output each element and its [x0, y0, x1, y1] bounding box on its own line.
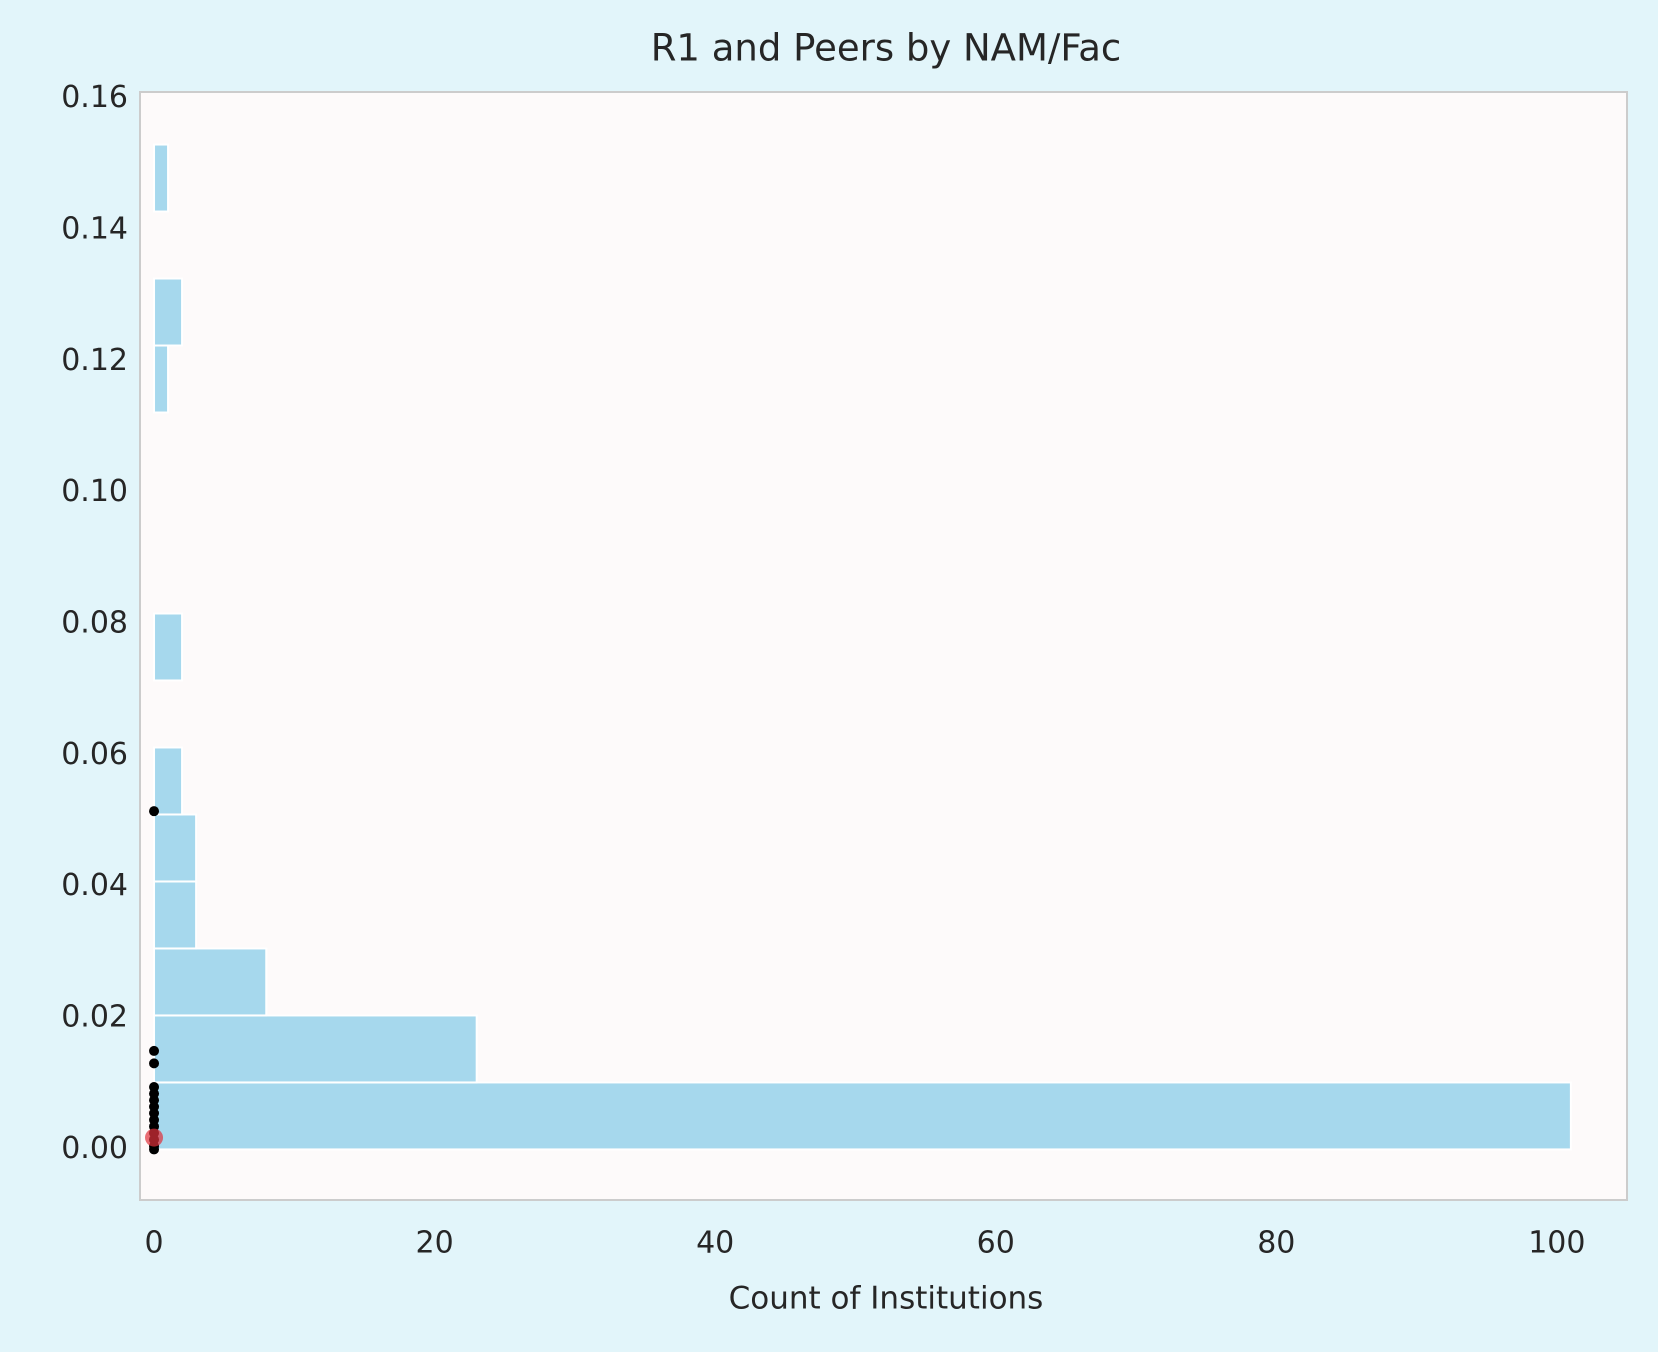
y-tick-label: 0.00 [61, 1131, 128, 1166]
x-tick-label: 0 [144, 1226, 163, 1261]
bar [153, 746, 184, 816]
point [149, 1058, 160, 1069]
y-tick-label: 0.16 [61, 80, 128, 115]
x-tick-label: 100 [1528, 1226, 1585, 1261]
y-tick-label: 0.12 [61, 343, 128, 378]
bar [153, 1014, 478, 1084]
x-tick-label: 40 [696, 1226, 734, 1261]
point [149, 1045, 160, 1056]
bar [153, 1081, 1572, 1151]
x-tick-label: 20 [416, 1226, 454, 1261]
bar [153, 880, 198, 950]
y-tick-label: 0.14 [61, 211, 128, 246]
x-tick-label: 60 [977, 1226, 1015, 1261]
y-tick-label: 0.10 [61, 474, 128, 509]
bar [153, 612, 184, 682]
point [149, 1144, 160, 1155]
bar [153, 277, 184, 347]
y-tick-label: 0.06 [61, 737, 128, 772]
x-tick-label: 80 [1257, 1226, 1295, 1261]
bar [153, 947, 268, 1017]
point [145, 1128, 164, 1147]
y-tick-label: 0.02 [61, 1000, 128, 1035]
bar [153, 813, 198, 883]
bar [153, 344, 170, 414]
chart-title: R1 and Peers by NAM/Fac [651, 27, 1122, 70]
y-tick-label: 0.08 [61, 605, 128, 640]
bar [153, 143, 170, 213]
point [149, 806, 160, 817]
x-axis-label: Count of Institutions [729, 1281, 1044, 1317]
y-tick-label: 0.04 [61, 868, 128, 903]
